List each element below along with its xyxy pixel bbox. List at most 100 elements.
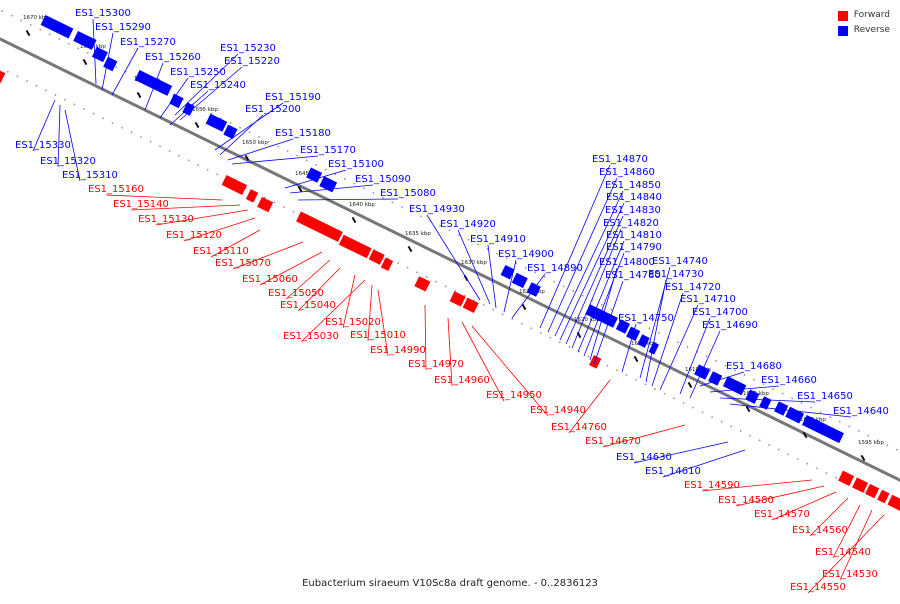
gene-label-es1_14920[interactable]: ES1_14920	[440, 219, 496, 230]
gene-glyph-26[interactable]	[615, 319, 631, 334]
gene-label-es1_14730[interactable]: ES1_14730	[648, 269, 704, 280]
gene-label-es1_15290[interactable]: ES1_15290	[95, 22, 151, 33]
gene-label-es1_14570[interactable]: ES1_14570	[754, 509, 810, 520]
gene-label-es1_15020[interactable]: ES1_15020	[325, 317, 381, 328]
gene-glyph-38[interactable]	[801, 415, 845, 444]
gene-label-es1_15260[interactable]: ES1_15260	[145, 52, 201, 63]
gene-glyph-28[interactable]	[637, 334, 650, 348]
gene-glyph-34[interactable]	[745, 389, 760, 404]
gene-label-es1_15330[interactable]: ES1_15330	[15, 140, 71, 151]
gene-glyph-8[interactable]	[205, 113, 228, 132]
gene-glyph-37[interactable]	[785, 406, 805, 424]
gene-label-es1_14560[interactable]: ES1_14560	[792, 525, 848, 536]
gene-label-es1_15160[interactable]: ES1_15160	[88, 184, 144, 195]
gene-label-es1_14590[interactable]: ES1_14590	[684, 480, 740, 491]
gene-glyph-42[interactable]	[877, 489, 890, 504]
gene-glyph-10[interactable]	[221, 175, 248, 195]
gene-label-es1_15040[interactable]: ES1_15040	[280, 300, 336, 311]
gene-label-es1_15200[interactable]: ES1_15200	[245, 104, 301, 115]
gene-label-es1_15050[interactable]: ES1_15050	[268, 288, 324, 299]
gene-label-es1_15130[interactable]: ES1_15130	[138, 214, 194, 225]
gene-label-es1_15110[interactable]: ES1_15110	[193, 246, 249, 257]
gene-label-es1_15300[interactable]: ES1_15300	[75, 8, 131, 19]
gene-label-es1_14610[interactable]: ES1_14610	[645, 466, 701, 477]
gene-glyph-33[interactable]	[722, 376, 747, 396]
gene-glyph-13[interactable]	[306, 167, 323, 183]
gene-glyph-43[interactable]	[887, 494, 900, 511]
gene-label-es1_14670[interactable]: ES1_14670	[585, 436, 641, 447]
gene-label-es1_15250[interactable]: ES1_15250	[170, 67, 226, 78]
gene-label-es1_14540[interactable]: ES1_14540	[815, 547, 871, 558]
gene-label-es1_15240[interactable]: ES1_15240	[190, 80, 246, 91]
gene-label-es1_15080[interactable]: ES1_15080	[380, 188, 436, 199]
gene-label-es1_15070[interactable]: ES1_15070	[215, 258, 271, 269]
gene-label-es1_14940[interactable]: ES1_14940	[530, 405, 586, 416]
gene-label-es1_14660[interactable]: ES1_14660	[761, 375, 817, 386]
gene-label-es1_14650[interactable]: ES1_14650	[797, 391, 853, 402]
gene-glyph-25[interactable]	[585, 304, 618, 328]
gene-label-es1_15170[interactable]: ES1_15170	[300, 145, 356, 156]
gene-glyph-40[interactable]	[852, 477, 869, 493]
gene-glyph-19[interactable]	[414, 276, 431, 292]
gene-label-es1_15090[interactable]: ES1_15090	[355, 174, 411, 185]
gene-label-es1_15100[interactable]: ES1_15100	[328, 159, 384, 170]
gene-glyph-9[interactable]	[223, 124, 238, 140]
gene-glyph-2[interactable]	[73, 30, 97, 50]
gene-label-es1_15140[interactable]: ES1_15140	[113, 199, 169, 210]
gene-label-es1_15030[interactable]: ES1_15030	[283, 331, 339, 342]
gene-label-es1_14640[interactable]: ES1_14640	[833, 406, 889, 417]
gene-glyph-30[interactable]	[589, 355, 602, 369]
gene-label-es1_14720[interactable]: ES1_14720	[665, 282, 721, 293]
gene-label-es1_14700[interactable]: ES1_14700	[692, 307, 748, 318]
gene-label-es1_14820[interactable]: ES1_14820	[603, 218, 659, 229]
gene-label-es1_14830[interactable]: ES1_14830	[605, 205, 661, 216]
gene-glyph-20[interactable]	[449, 291, 466, 307]
gene-label-es1_15230[interactable]: ES1_15230	[220, 43, 276, 54]
gene-label-es1_14960[interactable]: ES1_14960	[434, 375, 490, 386]
gene-label-es1_14760[interactable]: ES1_14760	[551, 422, 607, 433]
gene-glyph-14[interactable]	[319, 176, 338, 193]
gene-label-es1_14860[interactable]: ES1_14860	[599, 167, 655, 178]
gene-label-es1_15180[interactable]: ES1_15180	[275, 128, 331, 139]
gene-label-es1_15060[interactable]: ES1_15060	[242, 274, 298, 285]
gene-glyph-35[interactable]	[759, 396, 772, 410]
gene-label-es1_14680[interactable]: ES1_14680	[726, 361, 782, 372]
gene-label-es1_14580[interactable]: ES1_14580	[718, 495, 774, 506]
gene-label-es1_15120[interactable]: ES1_15120	[166, 230, 222, 241]
gene-glyph-17[interactable]	[368, 249, 385, 265]
gene-label-es1_14970[interactable]: ES1_14970	[408, 359, 464, 370]
gene-label-es1_15220[interactable]: ES1_15220	[224, 56, 280, 67]
gene-label-es1_14550[interactable]: ES1_14550	[790, 582, 846, 593]
gene-label-es1_14740[interactable]: ES1_14740	[652, 256, 708, 267]
gene-glyph-1[interactable]	[40, 14, 74, 39]
gene-glyph-11[interactable]	[245, 189, 259, 203]
gene-label-es1_14750[interactable]: ES1_14750	[618, 313, 674, 324]
gene-label-es1_14850[interactable]: ES1_14850	[605, 180, 661, 191]
gene-glyph-22[interactable]	[500, 265, 515, 280]
gene-glyph-29[interactable]	[648, 342, 659, 355]
gene-label-es1_14530[interactable]: ES1_14530	[822, 569, 878, 580]
gene-glyph-16[interactable]	[338, 234, 372, 259]
gene-label-es1_14950[interactable]: ES1_14950	[486, 390, 542, 401]
gene-label-es1_14630[interactable]: ES1_14630	[616, 452, 672, 463]
gene-label-es1_14780[interactable]: ES1_14780	[605, 270, 661, 281]
gene-label-es1_14910[interactable]: ES1_14910	[470, 234, 526, 245]
gene-label-es1_14870[interactable]: ES1_14870	[592, 154, 648, 165]
gene-glyph-5[interactable]	[134, 70, 173, 96]
gene-glyph-0[interactable]	[0, 67, 6, 84]
gene-label-es1_15270[interactable]: ES1_15270	[120, 37, 176, 48]
gene-glyph-3[interactable]	[91, 46, 108, 63]
gene-label-es1_14710[interactable]: ES1_14710	[680, 294, 736, 305]
gene-label-es1_14690[interactable]: ES1_14690	[702, 320, 758, 331]
gene-label-es1_14890[interactable]: ES1_14890	[527, 263, 583, 274]
gene-glyph-41[interactable]	[865, 483, 880, 499]
gene-glyph-31[interactable]	[694, 364, 711, 380]
gene-label-es1_14900[interactable]: ES1_14900	[498, 249, 554, 260]
gene-glyph-15[interactable]	[296, 211, 343, 242]
gene-label-es1_15310[interactable]: ES1_15310	[62, 170, 118, 181]
gene-glyph-23[interactable]	[511, 272, 528, 289]
gene-label-es1_14840[interactable]: ES1_14840	[606, 192, 662, 203]
gene-label-es1_15010[interactable]: ES1_15010	[350, 330, 406, 341]
gene-glyph-12[interactable]	[257, 196, 274, 213]
gene-label-es1_14800[interactable]: ES1_14800	[599, 257, 655, 268]
